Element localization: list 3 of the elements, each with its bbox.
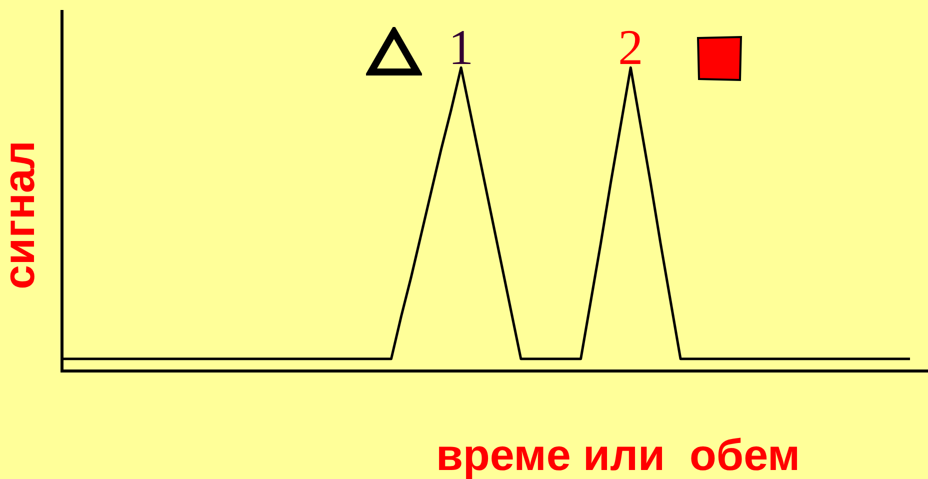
annotation: 2 xyxy=(618,18,644,75)
annotation: 1 xyxy=(448,18,474,75)
y-axis-title: сигнал xyxy=(0,140,45,290)
